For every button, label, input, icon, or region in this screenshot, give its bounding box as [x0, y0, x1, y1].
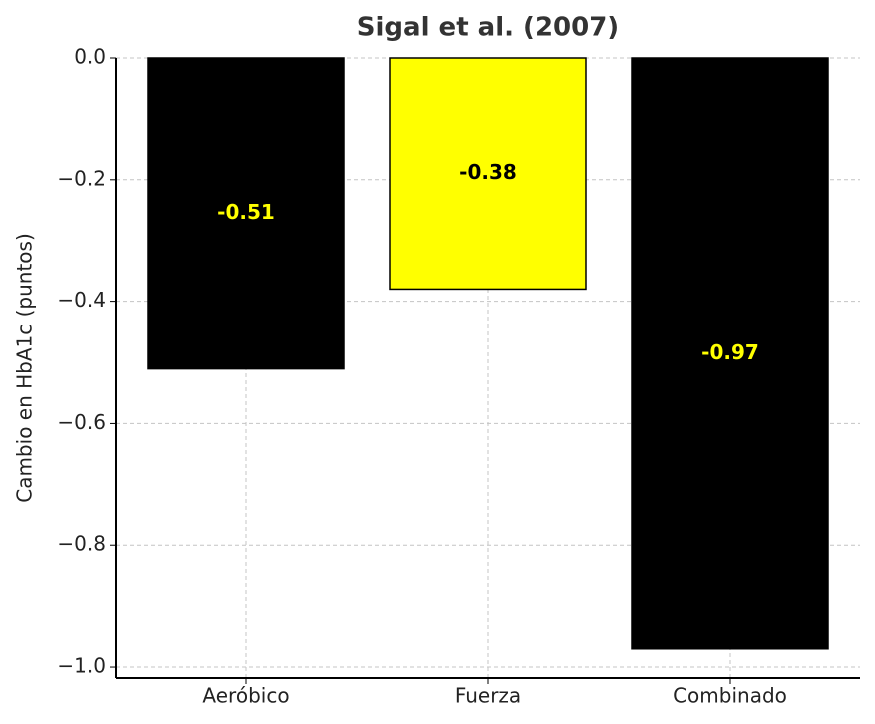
y-tick-label: −0.6 [57, 410, 106, 434]
x-tick-label: Aeróbico [202, 684, 289, 708]
y-tick-label: 0.0 [74, 45, 106, 69]
bar [631, 57, 829, 650]
x-tick-label: Combinado [673, 684, 787, 708]
data-label: -0.38 [459, 160, 517, 184]
y-tick-label: −0.8 [57, 532, 106, 556]
data-label: -0.51 [217, 200, 275, 224]
y-axis-label: Cambio en HbA1c (puntos) [13, 233, 37, 503]
bar [389, 57, 587, 291]
bar [147, 57, 345, 370]
y-tick-label: −1.0 [57, 654, 106, 678]
x-tick-label: Fuerza [455, 684, 521, 708]
y-tick-label: −0.4 [57, 288, 106, 312]
data-label: -0.97 [701, 340, 759, 364]
y-tick-label: −0.2 [57, 166, 106, 190]
chart-title: Sigal et al. (2007) [357, 13, 619, 43]
